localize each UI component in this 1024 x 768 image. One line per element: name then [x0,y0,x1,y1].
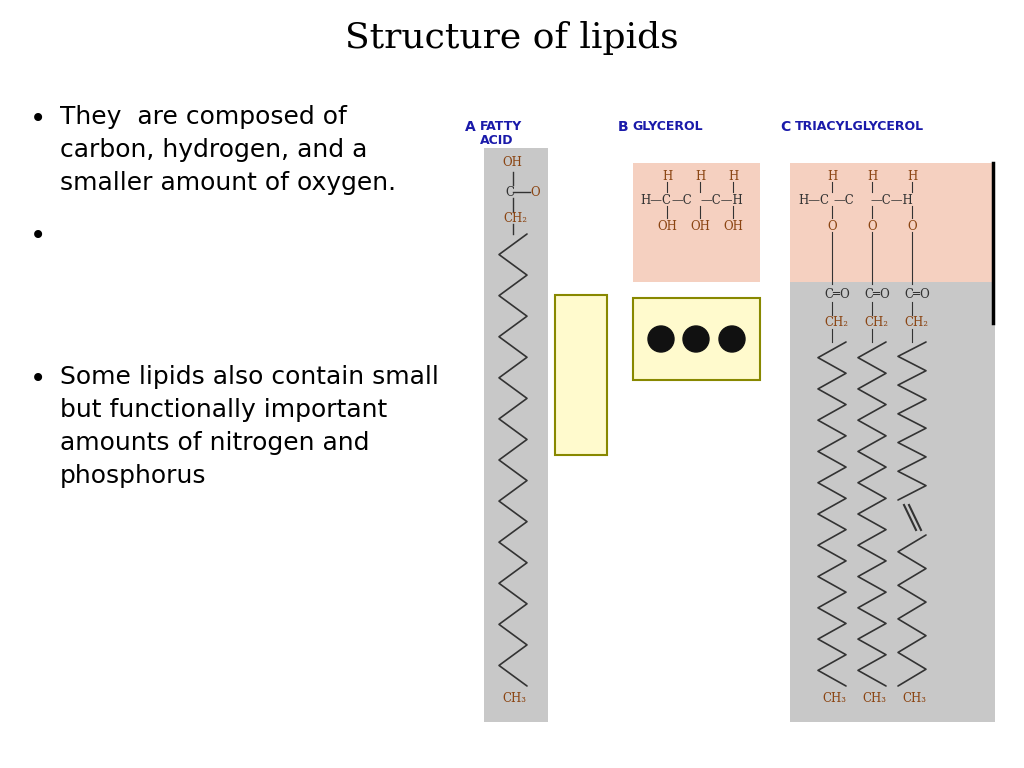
Text: —C—H: —C—H [870,194,912,207]
Text: CH₃: CH₃ [822,691,846,704]
Text: CH₂: CH₂ [864,316,888,329]
Text: CH₂: CH₂ [503,211,527,224]
Text: smaller amount of oxygen.: smaller amount of oxygen. [60,171,396,195]
Circle shape [719,326,745,352]
Text: FATTY: FATTY [480,120,522,133]
Text: CH₃: CH₃ [902,691,926,704]
Text: H—C: H—C [798,194,829,207]
Text: OH: OH [723,220,743,233]
Text: —C: —C [671,194,692,207]
Text: C: C [505,186,514,198]
Text: CH₃: CH₃ [502,691,526,704]
Bar [484,148,548,722]
Circle shape [648,326,674,352]
Text: H: H [907,170,918,183]
Text: ACID: ACID [480,134,513,147]
Text: amounts of nitrogen and: amounts of nitrogen and [60,431,370,455]
Text: Structure of lipids: Structure of lipids [345,21,679,55]
Text: •: • [30,222,46,250]
Text: OH: OH [502,157,522,170]
Text: H: H [695,170,706,183]
Circle shape [683,326,709,352]
Bar [555,295,607,455]
Bar [790,282,995,722]
Text: •: • [30,105,46,133]
Text: CH₃: CH₃ [862,691,886,704]
Text: O: O [827,220,837,233]
Text: —C: —C [833,194,854,207]
Text: CH₂: CH₂ [904,316,928,329]
Text: carbon, hydrogen, and a: carbon, hydrogen, and a [60,138,368,162]
Text: phosphorus: phosphorus [60,464,207,488]
Bar [633,298,760,380]
Text: A: A [465,120,476,134]
Text: B: B [618,120,629,134]
Text: O: O [867,220,877,233]
Text: They  are composed of: They are composed of [60,105,347,129]
Text: C═O: C═O [864,289,890,302]
Bar [633,163,760,282]
Text: TRIACYLGLYCEROL: TRIACYLGLYCEROL [795,120,924,133]
Text: OH: OH [657,220,677,233]
Text: H: H [826,170,838,183]
Text: C: C [780,120,791,134]
Text: Some lipids also contain small: Some lipids also contain small [60,365,439,389]
Text: but functionally important: but functionally important [60,398,387,422]
Text: H: H [728,170,738,183]
Text: H: H [662,170,672,183]
Text: OH: OH [690,220,710,233]
Text: CH₂: CH₂ [824,316,848,329]
Text: C═O: C═O [824,289,850,302]
Text: H: H [867,170,878,183]
Text: O: O [530,186,540,198]
Bar [790,163,995,282]
Text: O: O [907,220,916,233]
Text: H—C: H—C [640,194,671,207]
Text: C═O: C═O [904,289,930,302]
Text: —C—H: —C—H [700,194,742,207]
Text: GLYCEROL: GLYCEROL [632,120,702,133]
Text: •: • [30,365,46,393]
